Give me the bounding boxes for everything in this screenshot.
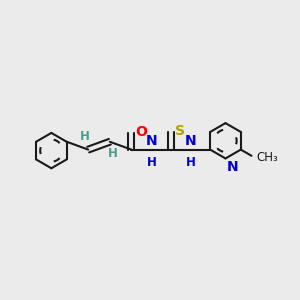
Text: N: N xyxy=(185,134,197,148)
Text: H: H xyxy=(147,156,157,169)
Text: O: O xyxy=(135,125,147,139)
Text: CH₃: CH₃ xyxy=(257,151,278,164)
Text: H: H xyxy=(108,147,118,160)
Text: S: S xyxy=(175,124,185,138)
Text: H: H xyxy=(80,130,90,143)
Text: N: N xyxy=(227,160,238,174)
Text: N: N xyxy=(146,134,158,148)
Text: H: H xyxy=(186,156,196,169)
